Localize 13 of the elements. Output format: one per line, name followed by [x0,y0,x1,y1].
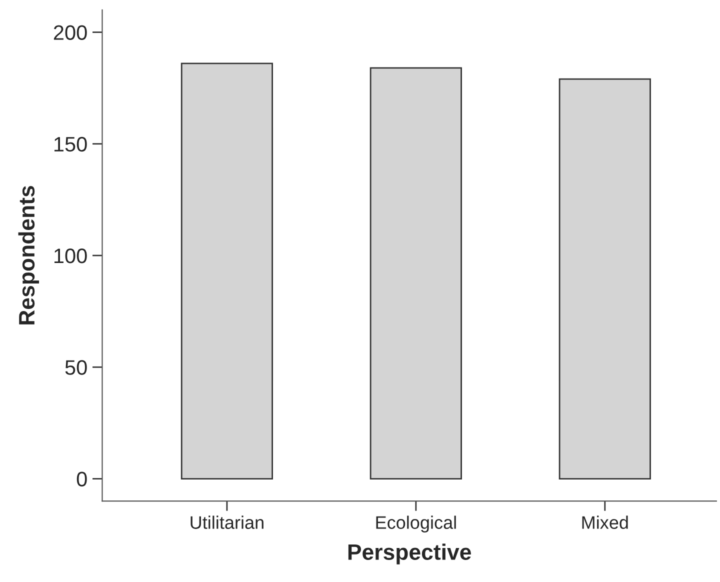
bar [558,78,651,480]
bar [370,67,462,480]
bar [180,62,274,480]
y-tick-label: 0 [76,472,87,487]
y-axis-title: Respondents [18,186,40,324]
y-tick-label: 100 [54,248,87,264]
y-tick-label: 150 [54,136,87,152]
x-axis-title: Perspective [348,544,471,564]
x-tick-label: Utilitarian [190,516,264,529]
y-tick-label: 200 [54,25,87,40]
x-tick-label: Mixed [582,516,628,529]
x-tick-label: Ecological [376,516,456,533]
y-tick-label: 50 [65,360,87,375]
